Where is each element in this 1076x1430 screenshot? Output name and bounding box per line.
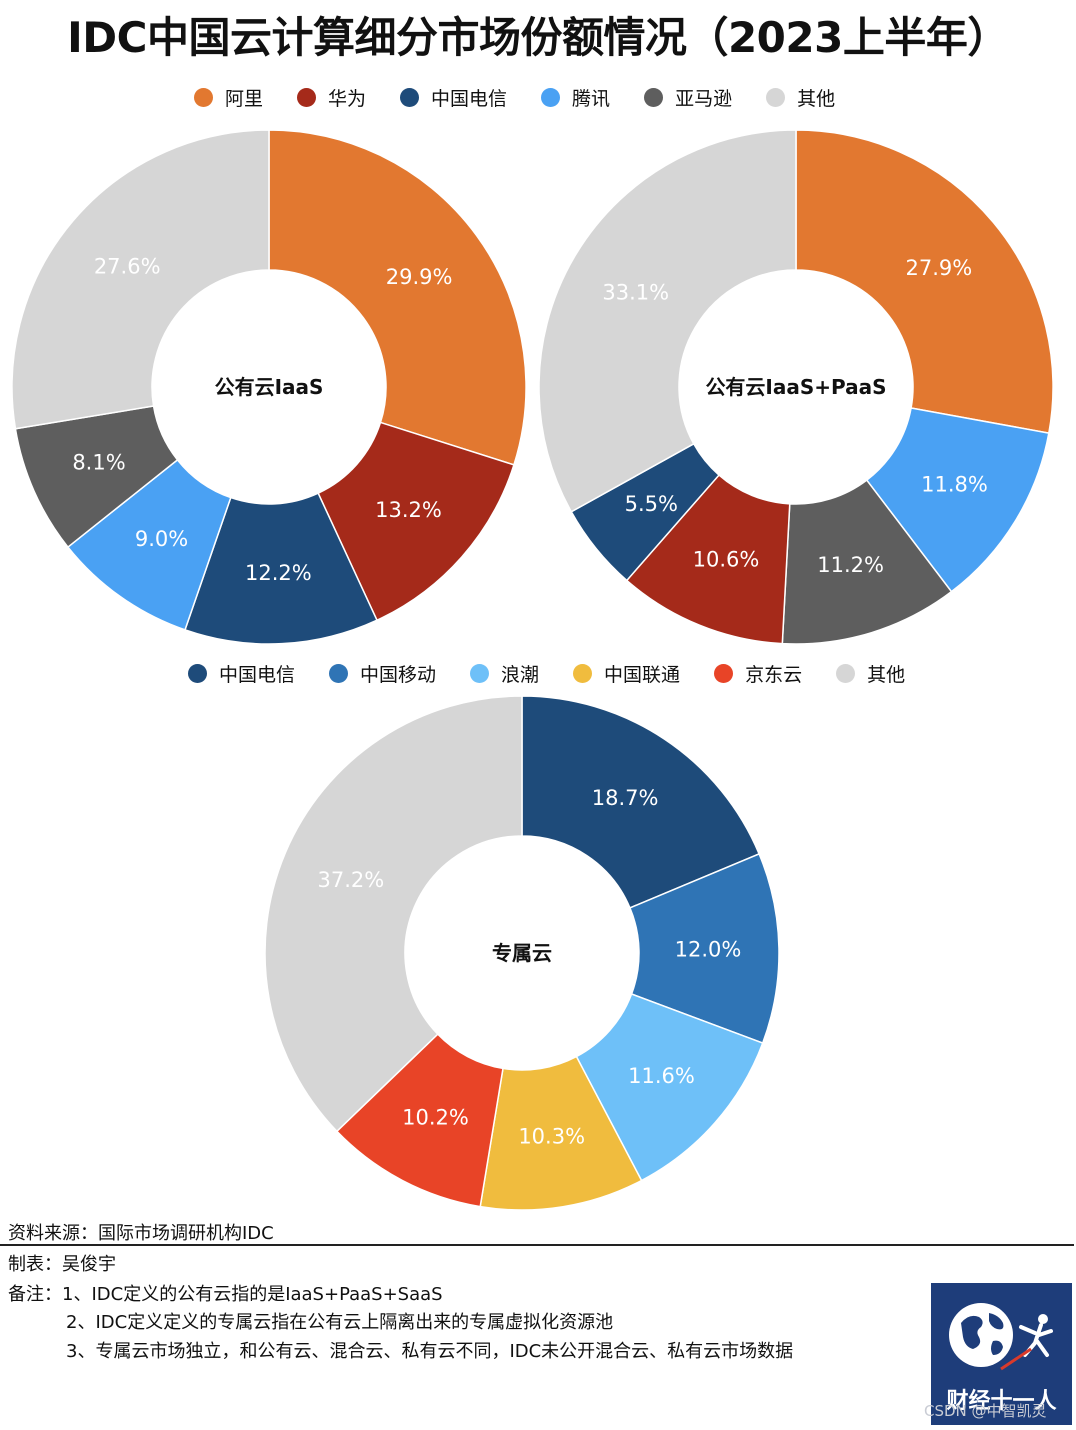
legend-swatch xyxy=(644,88,664,107)
legend-top: 阿里 华为 中国电信 腾讯 亚马逊 其他 xyxy=(194,84,835,111)
slice-label: 10.3% xyxy=(518,1125,585,1149)
slice-label: 9.0% xyxy=(135,527,188,551)
legend-swatch xyxy=(573,664,593,683)
donut-slice xyxy=(521,695,761,909)
legend-swatch xyxy=(329,664,349,683)
legend-label: 阿里 xyxy=(225,88,264,110)
legend-item: 中国联通 xyxy=(573,660,680,687)
slice-label: 27.6% xyxy=(94,255,161,279)
logo-text: 财经十一人 xyxy=(946,1389,1057,1414)
slice-label: 11.8% xyxy=(921,472,988,496)
legend-label: 京东云 xyxy=(745,664,803,686)
legend-item: 腾讯 xyxy=(541,84,610,111)
legend-item: 中国电信 xyxy=(400,84,507,111)
legend-swatch xyxy=(297,88,317,107)
donut-slice xyxy=(317,421,515,622)
legend-label: 其他 xyxy=(867,664,906,686)
donut-slice xyxy=(11,129,270,430)
donut-slice xyxy=(575,993,764,1182)
author-note: 制表：吴俊宇 xyxy=(8,1254,116,1275)
donut-slice xyxy=(268,129,527,466)
watermark: CSDN @中智凯灵 xyxy=(924,1402,1047,1420)
donut-slice xyxy=(184,492,378,645)
slice-label: 29.9% xyxy=(386,265,453,289)
remark-1: 备注：1、IDC定义的公有云指的是IaaS+PaaS+SaaS xyxy=(8,1284,443,1305)
legend-swatch xyxy=(766,88,786,107)
legend-item: 华为 xyxy=(297,84,366,111)
legend-label: 中国电信 xyxy=(431,88,508,110)
legend-label: 其他 xyxy=(797,88,836,110)
legend-item: 中国电信 xyxy=(188,660,295,687)
legend-swatch xyxy=(400,88,420,107)
legend-label: 中国移动 xyxy=(360,664,437,686)
globe-icon xyxy=(949,1303,1053,1371)
remark-3: 3、专属云市场独立，和公有云、混合云、私有云不同，IDC未公开混合云、私有云市场… xyxy=(66,1341,794,1362)
legend-label: 亚马逊 xyxy=(675,88,733,110)
legend-item: 阿里 xyxy=(194,84,263,111)
legend-swatch xyxy=(836,664,856,683)
donut-center-title: 公有云IaaS xyxy=(215,375,324,399)
legend-label: 浪潮 xyxy=(501,664,540,686)
slice-label: 10.6% xyxy=(693,547,760,571)
legend-item: 浪潮 xyxy=(470,660,539,687)
slice-label: 8.1% xyxy=(72,450,125,474)
legend-item: 亚马逊 xyxy=(644,84,732,111)
donut-slice xyxy=(264,695,523,1133)
slice-label: 12.2% xyxy=(245,561,312,585)
legend-label: 中国电信 xyxy=(219,664,296,686)
legend-item: 其他 xyxy=(836,660,905,687)
legend-swatch xyxy=(714,664,734,683)
slice-label: 11.2% xyxy=(817,553,884,577)
legend-label: 华为 xyxy=(328,88,367,110)
remark-2: 2、IDC定义定义的专属云指在公有云上隔离出来的专属虚拟化资源池 xyxy=(66,1312,614,1333)
slice-label: 12.0% xyxy=(675,937,742,961)
legend-swatch xyxy=(541,88,561,107)
legend-item: 京东云 xyxy=(714,660,802,687)
donut-slice xyxy=(865,407,1050,593)
donut-slice xyxy=(538,129,797,513)
slice-label: 37.2% xyxy=(317,868,384,892)
slice-label: 10.2% xyxy=(402,1106,469,1130)
slice-label: 18.7% xyxy=(592,786,659,810)
legend-item: 其他 xyxy=(766,84,835,111)
divider-line xyxy=(0,1244,1074,1246)
legend-swatch xyxy=(194,88,213,107)
publisher-logo: 财经十一人 xyxy=(931,1283,1072,1425)
slice-label: 11.6% xyxy=(628,1064,695,1088)
source-note: 资料来源：国际市场调研机构IDC xyxy=(8,1223,274,1244)
donut-slice xyxy=(795,129,1054,434)
legend-swatch xyxy=(470,664,490,683)
legend-bottom: 中国电信 中国移动 浪潮 中国联通 京东云 其他 xyxy=(188,660,905,687)
donut-center-title: 专属云 xyxy=(492,941,552,965)
legend-label: 腾讯 xyxy=(572,88,611,110)
chart-title: IDC中国云计算细分市场份额情况（2023上半年） xyxy=(67,13,1009,62)
slice-label: 5.5% xyxy=(625,492,678,516)
slice-label: 33.1% xyxy=(602,281,669,305)
legend-item: 中国移动 xyxy=(329,660,436,687)
slice-label: 13.2% xyxy=(375,498,442,522)
donut-center-title: 公有云IaaS+PaaS xyxy=(705,375,886,399)
legend-swatch xyxy=(188,664,207,683)
slice-label: 27.9% xyxy=(905,256,972,280)
legend-label: 中国联通 xyxy=(604,664,681,686)
donut-slice xyxy=(628,852,780,1045)
